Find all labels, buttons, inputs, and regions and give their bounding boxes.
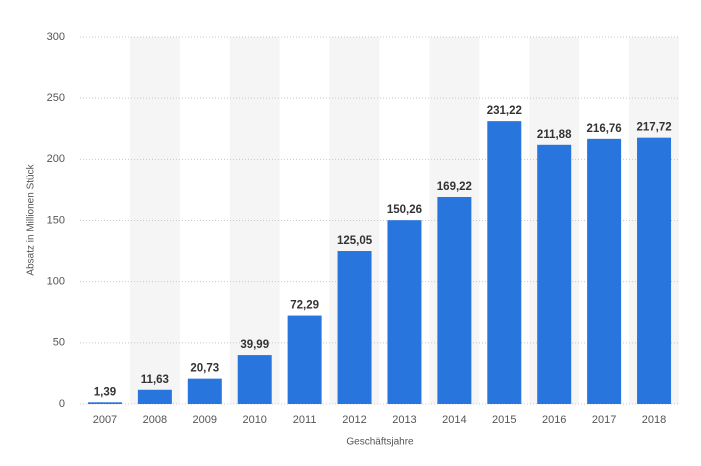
x-axis-label: Geschäftsjahre — [346, 437, 414, 448]
value-label: 125,05 — [337, 235, 373, 247]
x-tick-label: 2011 — [293, 414, 317, 426]
bar — [337, 251, 372, 404]
bar — [587, 138, 622, 404]
value-label: 217,72 — [636, 122, 671, 134]
y-tick-label: 300 — [47, 31, 65, 43]
x-tick-label: 2015 — [492, 414, 516, 426]
x-tick-label: 2017 — [592, 414, 616, 426]
x-tick-label: 2016 — [542, 414, 566, 426]
x-tick-label: 2008 — [143, 414, 167, 426]
value-label: 216,76 — [587, 123, 622, 135]
value-label: 11,63 — [141, 374, 169, 386]
value-label: 39,99 — [240, 339, 269, 351]
value-label: 211,88 — [537, 129, 572, 141]
y-tick-label: 0 — [59, 398, 65, 410]
bar — [287, 315, 322, 404]
x-tick-label: 2018 — [642, 414, 666, 426]
x-tick-label: 2014 — [442, 414, 466, 426]
y-tick-label: 150 — [47, 214, 65, 226]
y-tick-label: 200 — [47, 153, 65, 165]
bar — [437, 196, 472, 404]
y-tick-label: 100 — [47, 276, 65, 288]
bar — [487, 121, 522, 404]
bar — [387, 220, 422, 404]
value-label: 20,73 — [190, 363, 219, 375]
y-axis-label: Absatz in Millionen Stück — [26, 163, 37, 275]
x-tick-label: 2012 — [342, 414, 366, 426]
band-shade — [129, 37, 180, 404]
bar — [187, 378, 222, 404]
bar — [637, 137, 672, 404]
x-tick-label: 2010 — [242, 414, 266, 426]
bar — [87, 402, 122, 404]
value-label: 169,22 — [437, 181, 472, 193]
value-label: 150,26 — [387, 204, 422, 216]
x-tick-label: 2009 — [193, 414, 217, 426]
x-tick-label: 2007 — [93, 414, 117, 426]
value-label: 72,29 — [290, 300, 319, 312]
x-tick-label: 2013 — [392, 414, 416, 426]
y-tick-label: 50 — [53, 337, 65, 349]
value-label: 231,22 — [487, 105, 522, 117]
bar — [237, 355, 272, 404]
bar — [537, 144, 572, 404]
bar — [137, 389, 172, 404]
value-label: 1,39 — [94, 386, 116, 398]
y-tick-label: 250 — [47, 92, 65, 104]
